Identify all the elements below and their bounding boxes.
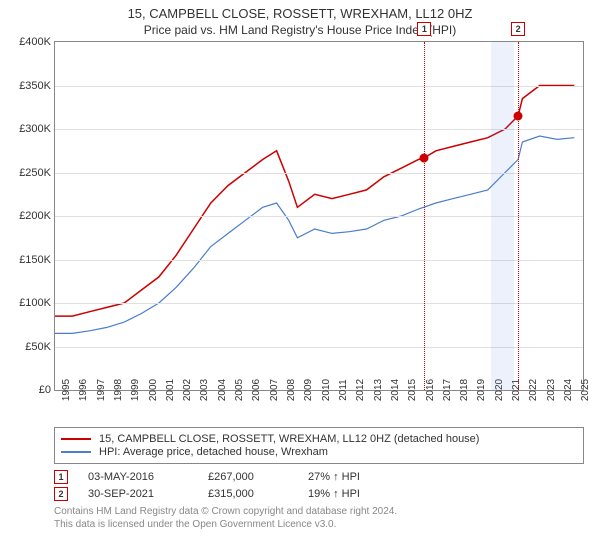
x-axis-tick: 2005: [228, 379, 245, 401]
legend: 15, CAMPBELL CLOSE, ROSSETT, WREXHAM, LL…: [54, 427, 584, 464]
event-rule: [518, 42, 519, 390]
y-axis-tick: £100K: [19, 297, 55, 309]
footer-attribution: Contains HM Land Registry data © Crown c…: [54, 505, 584, 531]
y-axis-tick: £400K: [19, 36, 55, 48]
x-axis-tick: 2011: [332, 379, 349, 401]
y-axis-tick: £0: [39, 384, 55, 396]
shaded-region: [491, 42, 514, 390]
events-table: 1 03-MAY-2016 £267,000 27% ↑ HPI 2 30-SE…: [54, 470, 584, 501]
y-axis-tick: £150K: [19, 254, 55, 266]
x-axis-tick: 2000: [142, 379, 159, 401]
legend-swatch: [61, 438, 91, 440]
event-marker-icon: 2: [54, 487, 68, 501]
footer-line: Contains HM Land Registry data © Crown c…: [54, 505, 584, 518]
x-axis-tick: 2024: [557, 379, 574, 401]
x-axis-tick: 1996: [72, 379, 89, 401]
y-axis-tick: £350K: [19, 80, 55, 92]
event-dot: [420, 153, 429, 162]
event-delta: 27% ↑ HPI: [308, 471, 360, 483]
x-axis-tick: 2025: [574, 379, 591, 401]
x-axis-tick: 2006: [245, 379, 262, 401]
x-axis-tick: 1999: [124, 379, 141, 401]
x-axis-tick: 2014: [384, 379, 401, 401]
legend-label: HPI: Average price, detached house, Wrex…: [99, 446, 328, 458]
x-axis-tick: 2019: [470, 379, 487, 401]
legend-item: 15, CAMPBELL CLOSE, ROSSETT, WREXHAM, LL…: [61, 433, 577, 445]
y-axis-tick: £250K: [19, 167, 55, 179]
x-axis-tick: 2002: [176, 379, 193, 401]
event-date: 30-SEP-2021: [88, 488, 188, 500]
x-axis-tick: 2013: [367, 379, 384, 401]
x-axis-tick: 1997: [90, 379, 107, 401]
event-delta: 19% ↑ HPI: [308, 488, 360, 500]
x-axis-tick: 2003: [193, 379, 210, 401]
x-axis-tick: 2001: [159, 379, 176, 401]
event-marker-icon: 1: [54, 470, 68, 484]
event-dot: [514, 111, 523, 120]
x-axis-tick: 2016: [419, 379, 436, 401]
x-axis-tick: 2004: [211, 379, 228, 401]
footer-line: This data is licensed under the Open Gov…: [54, 518, 584, 531]
x-axis-tick: 2015: [401, 379, 418, 401]
y-axis-tick: £200K: [19, 210, 55, 222]
legend-label: 15, CAMPBELL CLOSE, ROSSETT, WREXHAM, LL…: [99, 433, 479, 445]
x-axis-tick: 2017: [436, 379, 453, 401]
event-price: £315,000: [208, 488, 288, 500]
x-axis-tick: 2010: [315, 379, 332, 401]
chart-subtitle: Price paid vs. HM Land Registry's House …: [8, 23, 592, 37]
x-axis-tick: 2022: [522, 379, 539, 401]
y-axis-tick: £300K: [19, 123, 55, 135]
chart-area: £0£50K£100K£150K£200K£250K£300K£350K£400…: [54, 41, 584, 391]
legend-item: HPI: Average price, detached house, Wrex…: [61, 446, 577, 458]
x-axis-tick: 2018: [453, 379, 470, 401]
event-rule: [424, 42, 425, 390]
x-axis-tick: 2023: [540, 379, 557, 401]
x-axis-tick: 2008: [280, 379, 297, 401]
event-row: 2 30-SEP-2021 £315,000 19% ↑ HPI: [54, 487, 584, 501]
event-marker-icon: 1: [417, 22, 431, 36]
x-axis-tick: 1995: [55, 379, 72, 401]
x-axis-tick: 2007: [263, 379, 280, 401]
x-axis-tick: 2009: [297, 379, 314, 401]
event-price: £267,000: [208, 471, 288, 483]
legend-swatch: [61, 451, 91, 453]
event-row: 1 03-MAY-2016 £267,000 27% ↑ HPI: [54, 470, 584, 484]
y-axis-tick: £50K: [25, 341, 55, 353]
x-axis-tick: 1998: [107, 379, 124, 401]
x-axis-tick: 2012: [349, 379, 366, 401]
chart-title: 15, CAMPBELL CLOSE, ROSSETT, WREXHAM, LL…: [8, 6, 592, 21]
event-marker-icon: 2: [511, 22, 525, 36]
event-date: 03-MAY-2016: [88, 471, 188, 483]
